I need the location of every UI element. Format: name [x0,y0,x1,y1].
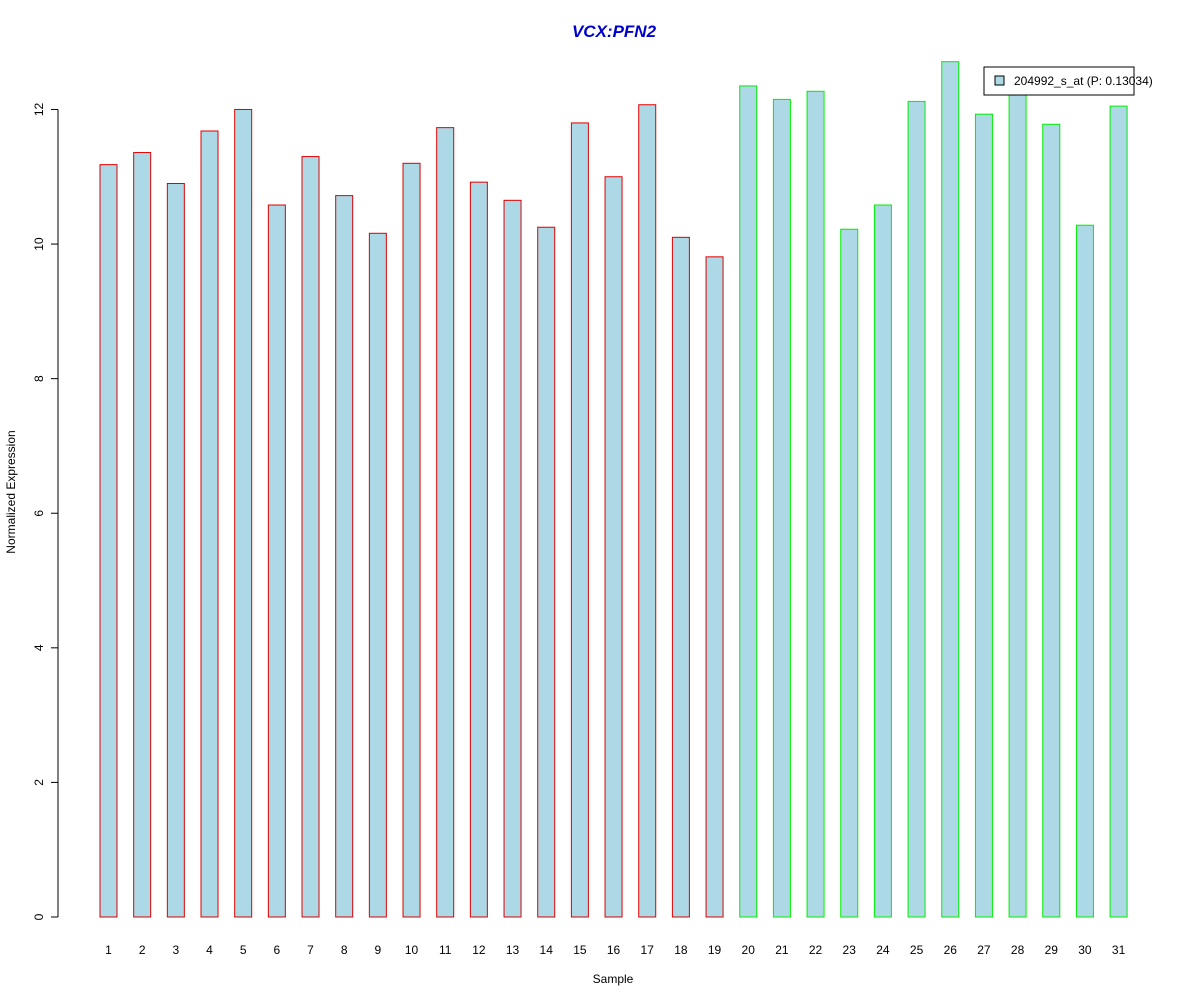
x-tick-label-9: 9 [375,943,382,957]
bar-sample-31 [1109,105,1128,918]
bar-sample-6 [267,204,286,918]
bar-sample-7 [301,156,320,918]
y-axis: 0 2 4 6 8 10 12 [32,102,59,920]
x-tick-label-12: 12 [472,943,486,957]
x-tick-label-10: 10 [405,943,419,957]
x-tick-label-7: 7 [307,943,314,957]
legend-label: 204992_s_at (P: 0.13034) [1014,74,1153,88]
x-tick-label-1: 1 [105,943,112,957]
bar-sample-12 [469,181,488,918]
bar-sample-30 [1075,224,1094,918]
x-tick-label-28: 28 [1011,943,1025,957]
chart-title: VCX:PFN2 [572,22,657,41]
x-tick-label-26: 26 [944,943,958,957]
x-tick-label-3: 3 [172,943,179,957]
bar-sample-24 [873,204,892,918]
x-tick-labels: 1 2 3 4 5 6 7 8 9 10 11 12 13 14 15 16 17 18 19 20 21 22 23 24 2… [105,943,1125,957]
bar-sample-23 [840,228,859,918]
x-tick-label-8: 8 [341,943,348,957]
bar-sample-27 [974,113,993,918]
bar-sample-18 [671,236,690,918]
y-axis-title: Normalized Expression [4,430,18,553]
x-tick-label-14: 14 [540,943,554,957]
bar-sample-9 [368,232,387,918]
y-tick-label: 6 [32,510,46,517]
bar-sample-2 [133,152,152,918]
x-axis-title: Sample [593,972,634,986]
x-tick-label-21: 21 [775,943,789,957]
bar-sample-8 [335,195,354,918]
legend: 204992_s_at (P: 0.13034) [983,66,1153,96]
bar-sample-28 [1008,94,1027,918]
x-tick-label-31: 31 [1112,943,1126,957]
x-tick-label-19: 19 [708,943,722,957]
bar-sample-10 [402,162,421,918]
bar-sample-4 [200,130,219,918]
y-tick-label: 10 [32,237,46,251]
y-tick-label: 12 [32,102,46,116]
x-tick-label-11: 11 [439,943,452,957]
bar-sample-17 [638,104,657,918]
y-tick-label: 8 [32,375,46,382]
x-tick-label-29: 29 [1045,943,1059,957]
y-tick-label: 4 [32,644,46,651]
bar-sample-16 [604,176,623,918]
x-tick-label-2: 2 [139,943,146,957]
x-tick-label-17: 17 [641,943,655,957]
bar-sample-15 [570,122,589,918]
x-tick-label-16: 16 [607,943,621,957]
bar-sample-13 [503,199,522,918]
bar-sample-22 [806,90,825,918]
x-tick-label-27: 27 [977,943,991,957]
legend-box [983,66,1135,96]
x-tick-label-22: 22 [809,943,823,957]
x-tick-label-15: 15 [573,943,587,957]
y-tick-label: 0 [32,913,46,920]
x-tick-label-24: 24 [876,943,890,957]
bar-sample-11 [436,127,455,918]
x-tick-label-20: 20 [742,943,756,957]
x-tick-label-4: 4 [206,943,213,957]
bar-sample-3 [166,182,185,918]
bars [99,61,1128,918]
bar-sample-26 [941,61,960,918]
bar-sample-29 [1042,123,1061,918]
x-tick-label-13: 13 [506,943,520,957]
bar-sample-1 [99,164,118,918]
x-tick-label-5: 5 [240,943,247,957]
bar-sample-14 [537,226,556,918]
legend-swatch [994,75,1005,86]
y-tick-label: 2 [32,779,46,786]
x-tick-label-25: 25 [910,943,924,957]
bar-sample-20 [739,85,758,918]
bar-sample-5 [234,108,253,918]
x-tick-label-18: 18 [674,943,688,957]
bar-sample-21 [772,98,791,918]
bar-sample-25 [907,100,926,918]
x-tick-label-30: 30 [1078,943,1092,957]
bar-sample-19 [705,256,724,918]
x-tick-label-6: 6 [274,943,281,957]
x-tick-label-23: 23 [843,943,857,957]
